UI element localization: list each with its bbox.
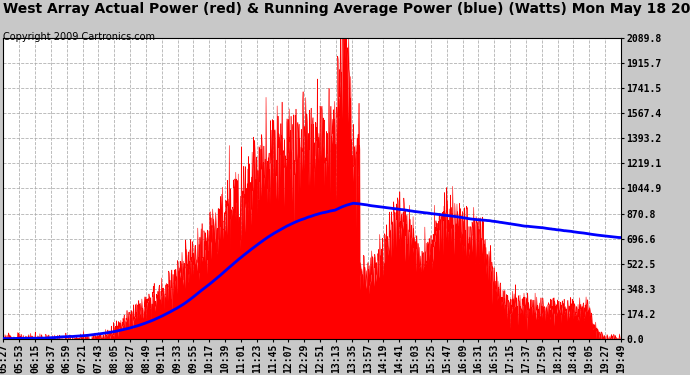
Text: Copyright 2009 Cartronics.com: Copyright 2009 Cartronics.com [3,32,155,42]
Text: West Array Actual Power (red) & Running Average Power (blue) (Watts) Mon May 18 : West Array Actual Power (red) & Running … [3,2,690,16]
